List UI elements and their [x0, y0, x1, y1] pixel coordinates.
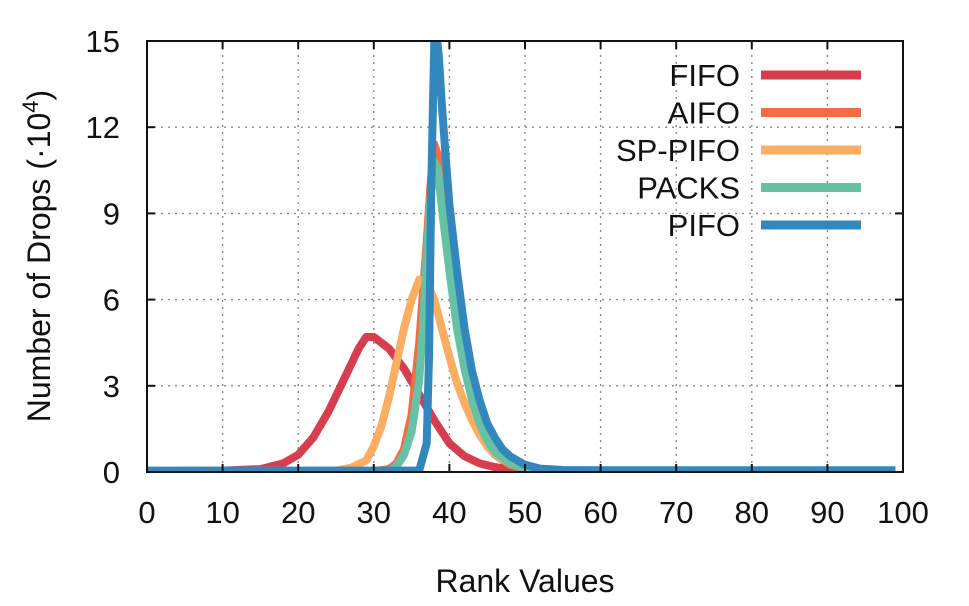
- legend-label-sp-pifo: SP-PIFO: [616, 133, 740, 168]
- series-line-fifo: [147, 333, 896, 472]
- y-axis-title-main: Number of Drops: [21, 179, 57, 423]
- grid: [147, 41, 903, 472]
- x-tick-label: 30: [357, 495, 391, 530]
- legend-label-aifo: AIFO: [668, 96, 740, 131]
- y-tick-label: 9: [103, 196, 120, 231]
- x-tick-label: 20: [281, 495, 315, 530]
- x-tick-label: 70: [659, 495, 693, 530]
- x-tick-label: 100: [877, 495, 929, 530]
- plot-area: [147, 41, 896, 472]
- series-line-packs: [147, 157, 896, 472]
- series-line-sp-pifo: [147, 275, 896, 472]
- y-axis-title-unit: (·10: [21, 113, 57, 170]
- legend-label-pifo: PIFO: [668, 208, 740, 243]
- axis-ticks: 0 10 20 30 40 50 60 70 80 90 100 0 3 6 9 12 15: [86, 24, 929, 530]
- series-line-pifo: [147, 41, 896, 472]
- y-tick-label: 6: [103, 283, 120, 318]
- x-tick-label: 80: [735, 495, 769, 530]
- x-tick-label: 50: [508, 495, 542, 530]
- x-axis-title: Rank Values: [435, 563, 614, 599]
- legend-label-packs: PACKS: [637, 171, 740, 206]
- y-axis-title-close: ): [21, 90, 57, 101]
- series-line-aifo: [147, 140, 896, 472]
- y-tick-label: 0: [103, 455, 120, 490]
- y-axis-title: Number of Drops (·104): [18, 90, 57, 422]
- legend-label-fifo: FIFO: [669, 58, 740, 93]
- x-tick-label: 10: [205, 495, 239, 530]
- y-axis-title-exponent: 4: [18, 100, 43, 112]
- x-tick-label: 60: [583, 495, 617, 530]
- y-tick-label: 3: [103, 369, 120, 404]
- x-tick-label: 40: [432, 495, 466, 530]
- y-tick-label: 15: [86, 24, 120, 59]
- x-tick-label: 90: [810, 495, 844, 530]
- y-tick-label: 12: [86, 110, 120, 145]
- x-tick-label: 0: [138, 495, 155, 530]
